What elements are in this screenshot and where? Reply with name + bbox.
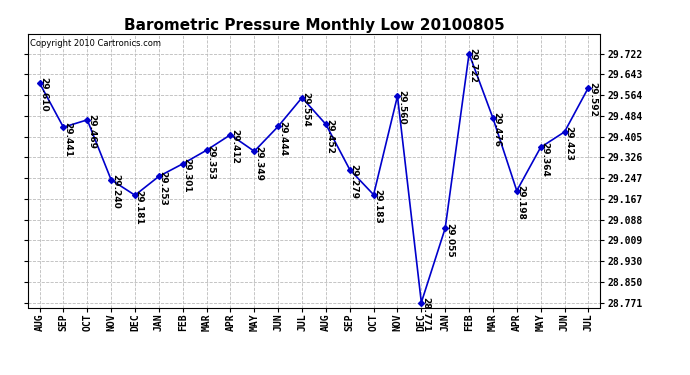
Text: 29.279: 29.279 [349, 164, 358, 199]
Text: 29.198: 29.198 [516, 185, 526, 220]
Text: 29.240: 29.240 [111, 174, 120, 209]
Text: 29.592: 29.592 [588, 82, 597, 117]
Text: 29.469: 29.469 [87, 114, 96, 149]
Text: 29.722: 29.722 [469, 48, 477, 83]
Text: Copyright 2010 Cartronics.com: Copyright 2010 Cartronics.com [30, 39, 161, 48]
Text: 29.444: 29.444 [278, 121, 287, 156]
Text: 29.560: 29.560 [397, 90, 406, 125]
Text: 29.353: 29.353 [206, 145, 215, 179]
Text: 29.412: 29.412 [230, 129, 239, 164]
Text: 29.349: 29.349 [254, 146, 263, 181]
Text: 29.441: 29.441 [63, 122, 72, 157]
Text: 29.055: 29.055 [445, 223, 454, 257]
Text: 29.253: 29.253 [159, 171, 168, 206]
Text: 29.181: 29.181 [135, 190, 144, 224]
Text: 29.183: 29.183 [373, 189, 382, 224]
Text: 29.476: 29.476 [493, 112, 502, 147]
Text: 29.452: 29.452 [326, 119, 335, 154]
Text: 29.301: 29.301 [182, 158, 191, 193]
Title: Barometric Pressure Monthly Low 20100805: Barometric Pressure Monthly Low 20100805 [124, 18, 504, 33]
Text: 28.771: 28.771 [421, 297, 430, 332]
Text: 29.423: 29.423 [564, 126, 573, 161]
Text: 29.364: 29.364 [540, 142, 549, 177]
Text: 29.610: 29.610 [39, 77, 48, 112]
Text: 29.554: 29.554 [302, 92, 310, 127]
